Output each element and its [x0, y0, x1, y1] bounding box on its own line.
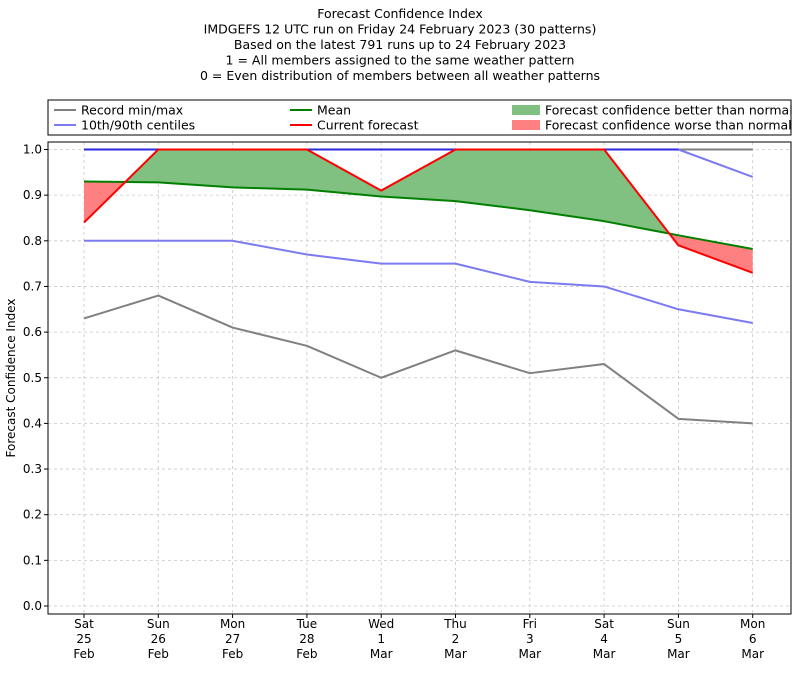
y-tick-label: 0.6 — [23, 325, 42, 339]
legend-frame — [47, 99, 792, 136]
x-tick-label: Mar — [370, 647, 393, 661]
record-min-line — [83, 294, 753, 425]
y-tick-label: 0.5 — [23, 371, 42, 385]
x-tick-label: Feb — [296, 647, 317, 661]
legend-label: 10th/90th centiles — [81, 118, 195, 133]
x-tick-label: 6 — [749, 632, 757, 646]
y-tick-label: 0.7 — [23, 279, 42, 293]
y-axis-label: Forecast Confidence Index — [4, 299, 18, 458]
y-tick-label: 1.0 — [23, 143, 42, 157]
x-tick-label: 27 — [225, 632, 240, 646]
mean-line — [83, 180, 753, 251]
y-tick-label: 0.8 — [23, 234, 42, 248]
plot-area: 0.00.10.20.30.40.50.60.70.80.91.0 Sat25F… — [23, 141, 792, 661]
title-line: IMDGEFS 12 UTC run on Friday 24 February… — [204, 22, 597, 37]
legend-label: Current forecast — [317, 118, 419, 133]
x-tick-label: 28 — [299, 632, 314, 646]
x-tick-label: Mon — [740, 617, 765, 631]
title-line: Forecast Confidence Index — [317, 6, 483, 21]
series-lines — [83, 148, 754, 425]
x-tick-label: Mar — [518, 647, 541, 661]
legend-label: Forecast confidence better than normal — [545, 103, 793, 118]
x-tick-label: Mar — [444, 647, 467, 661]
gridlines — [48, 142, 791, 614]
x-tick-label: 5 — [675, 632, 683, 646]
x-tick-label: Sat — [594, 617, 614, 631]
y-tick-label: 0.3 — [23, 462, 42, 476]
x-tick-label: Mon — [220, 617, 245, 631]
title-line: Based on the latest 791 runs up to 24 Fe… — [234, 37, 566, 52]
x-tick-label: Sat — [74, 617, 94, 631]
legend-label: Mean — [317, 103, 351, 118]
better-than-normal-area — [125, 149, 670, 234]
x-tick-label: Feb — [222, 647, 243, 661]
legend-label: Forecast confidence worse than normal — [545, 118, 792, 133]
x-tick-label: 3 — [526, 632, 534, 646]
title-line: 1 = All members assigned to the same wea… — [226, 53, 575, 68]
x-tick-label: Sun — [147, 617, 170, 631]
y-tick-label: 0.2 — [23, 508, 42, 522]
y-tick-label: 0.1 — [23, 553, 42, 567]
legend-label: Record min/max — [81, 103, 183, 118]
x-tick-label: 26 — [151, 632, 166, 646]
current-forecast-line — [83, 148, 754, 274]
x-tick-label: Mar — [593, 647, 616, 661]
y-axis: 0.0 0.1 0.2 0.3 0.4 0.5 0.6 0.7 0.8 0.9 1.0 — [23, 143, 48, 613]
x-tick-label: Wed — [368, 617, 394, 631]
x-tick-label: Thu — [443, 617, 467, 631]
x-tick-label: Mar — [741, 647, 764, 661]
y-tick-label: 0.0 — [23, 599, 42, 613]
x-tick-label: Mar — [667, 647, 690, 661]
x-tick-label: Tue — [296, 617, 318, 631]
y-tick-label: 0.9 — [23, 188, 42, 202]
x-tick-label: 2 — [452, 632, 460, 646]
title-line: 0 = Even distribution of members between… — [200, 68, 600, 83]
x-tick-label: Feb — [73, 647, 94, 661]
x-axis: Sat25FebSun26FebMon27FebTue28FebWed1MarT… — [73, 614, 765, 661]
legend-swatch — [512, 105, 540, 115]
x-tick-label: 25 — [76, 632, 91, 646]
centile-10th-line — [84, 239, 753, 324]
x-tick-label: Sun — [667, 617, 690, 631]
x-tick-label: Fri — [523, 617, 537, 631]
y-tick-label: 0.4 — [23, 416, 42, 430]
worse-than-normal-area — [669, 233, 753, 273]
x-tick-label: Feb — [148, 647, 169, 661]
x-tick-label: 4 — [600, 632, 608, 646]
legend-swatch — [512, 120, 540, 130]
x-tick-label: 1 — [377, 632, 385, 646]
